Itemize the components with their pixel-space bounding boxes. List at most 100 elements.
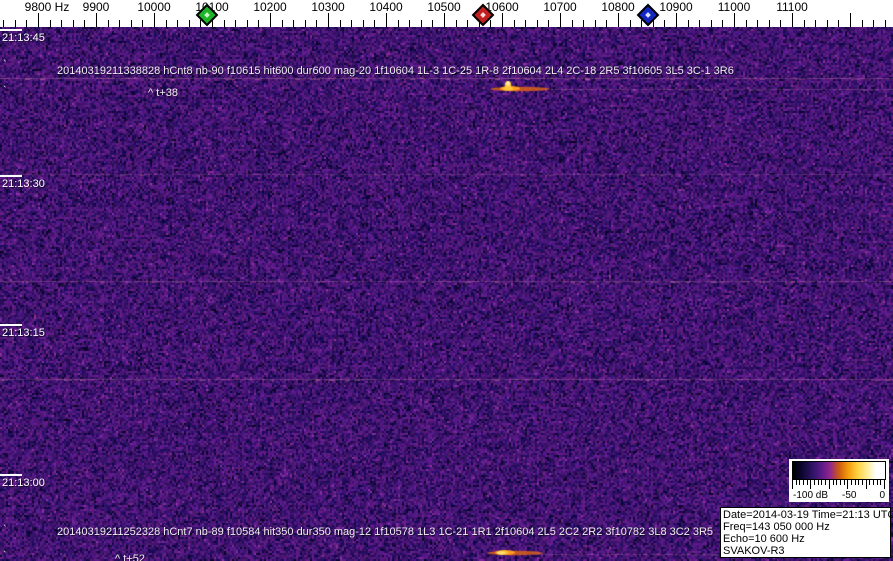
db-tick: [884, 480, 885, 489]
freq-major-tick: [792, 13, 793, 27]
freq-minor-tick: [803, 20, 805, 27]
freq-minor-tick: [629, 20, 631, 27]
db-tick: [861, 480, 863, 485]
db-tick: [806, 480, 808, 485]
db-tick: [803, 480, 804, 485]
db-tick: [869, 480, 871, 485]
db-color-scale: -100 dB -50 0: [789, 459, 889, 502]
db-tick: [873, 480, 874, 485]
freq-major-tick: [386, 13, 387, 27]
freq-minor-tick: [455, 20, 457, 27]
freq-minor-tick: [861, 20, 863, 27]
green-marker-center-dot: [204, 12, 210, 18]
db-scale-labels: -100 dB -50 0: [789, 490, 889, 502]
freq-minor-tick: [61, 20, 63, 27]
freq-minor-tick: [687, 20, 689, 27]
echo1-time-offset: ^ t+38: [148, 87, 178, 99]
freq-minor-tick: [780, 20, 782, 27]
db-tick: [836, 480, 838, 485]
db-tick: [858, 480, 860, 485]
freq-major-tick: [444, 13, 445, 27]
db-tick: [821, 480, 823, 485]
blue-marker-center-dot: [645, 12, 651, 18]
freq-minor-tick: [130, 20, 132, 27]
time-label: 21:13:45: [2, 32, 45, 44]
freq-minor-tick: [351, 20, 353, 27]
freq-minor-tick: [873, 20, 875, 27]
freq-major-tick: [96, 13, 97, 27]
freq-minor-tick: [826, 20, 828, 27]
freq-minor-tick: [513, 20, 515, 27]
freq-label: 10300: [311, 0, 345, 14]
freq-minor-tick: [200, 20, 202, 27]
db-tick: [814, 480, 816, 485]
db-tick: [880, 480, 882, 485]
echo1-annotation: 20140319211338828 hCnt8 nb-90 f10615 hit…: [57, 65, 734, 77]
freq-label: 10200: [253, 0, 287, 14]
info-frequency: Freq=143 050 000 Hz: [723, 521, 830, 533]
freq-minor-tick: [409, 20, 411, 27]
event-backtick-1: `: [3, 59, 7, 71]
db-label-max: 0: [879, 490, 885, 501]
freq-minor-tick: [548, 20, 550, 27]
db-tick: [795, 480, 797, 485]
freq-label: 9900: [82, 0, 110, 14]
freq-minor-tick: [258, 20, 260, 27]
db-tick: [832, 480, 834, 485]
freq-major-tick: [154, 13, 155, 27]
freq-minor-tick: [281, 20, 283, 27]
freq-minor-tick: [536, 20, 538, 27]
freq-label: 11000: [717, 0, 751, 14]
time-label: 21:13:00: [2, 477, 45, 489]
freq-minor-tick: [571, 20, 573, 27]
freq-minor-tick: [304, 20, 306, 27]
freq-minor-tick: [838, 20, 840, 27]
blue-marker-diamond-icon[interactable]: [636, 3, 660, 27]
info-echo-frequency: Echo=10 600 Hz: [723, 533, 805, 545]
db-tick: [847, 480, 849, 489]
freq-minor-tick: [223, 20, 225, 27]
freq-minor-tick: [14, 20, 16, 27]
time-tick: [0, 324, 22, 326]
freq-minor-tick: [235, 20, 237, 27]
freq-major-tick: [618, 13, 619, 27]
db-tick: [839, 480, 841, 485]
freq-minor-tick: [525, 20, 527, 27]
freq-label: 10000: [137, 0, 171, 14]
db-tick: [810, 480, 812, 489]
db-tick: [850, 480, 852, 485]
info-station-name: SVAKOV-R3: [723, 545, 785, 557]
freq-major-tick: [676, 13, 677, 27]
freq-minor-tick: [664, 20, 666, 27]
frequency-ruler: 9800 Hz 9900 10000 10100 10200 10300 10400 1050…: [0, 0, 893, 27]
freq-minor-tick: [374, 20, 376, 27]
freq-minor-tick: [119, 20, 121, 27]
time-tick: [0, 474, 22, 476]
freq-minor-tick: [397, 20, 399, 27]
echo2-time-offset: ^ t+52: [115, 553, 145, 561]
freq-minor-tick: [606, 20, 608, 27]
freq-minor-tick: [177, 20, 179, 27]
freq-minor-tick: [699, 20, 701, 27]
freq-minor-tick: [768, 20, 770, 27]
freq-minor-tick: [293, 20, 295, 27]
freq-label: 10800: [601, 0, 635, 14]
freq-minor-tick: [142, 20, 144, 27]
freq-minor-tick: [884, 20, 886, 27]
red-marker-center-dot: [480, 12, 486, 18]
db-tick: [792, 480, 793, 489]
time-tick: [0, 175, 22, 177]
freq-minor-tick: [420, 20, 422, 27]
db-label-min: -100 dB: [793, 490, 829, 501]
db-tick: [854, 480, 856, 485]
freq-label: 10900: [659, 0, 693, 14]
freq-minor-tick: [3, 20, 5, 27]
freq-minor-tick: [583, 20, 585, 27]
event-backtick-4: `: [3, 550, 7, 561]
freq-minor-tick: [165, 20, 167, 27]
freq-minor-tick: [467, 20, 469, 27]
freq-label: 10400: [369, 0, 403, 14]
freq-label: 10600: [485, 0, 519, 14]
spectrogram-display[interactable]: [0, 27, 893, 561]
freq-minor-tick: [641, 20, 643, 27]
